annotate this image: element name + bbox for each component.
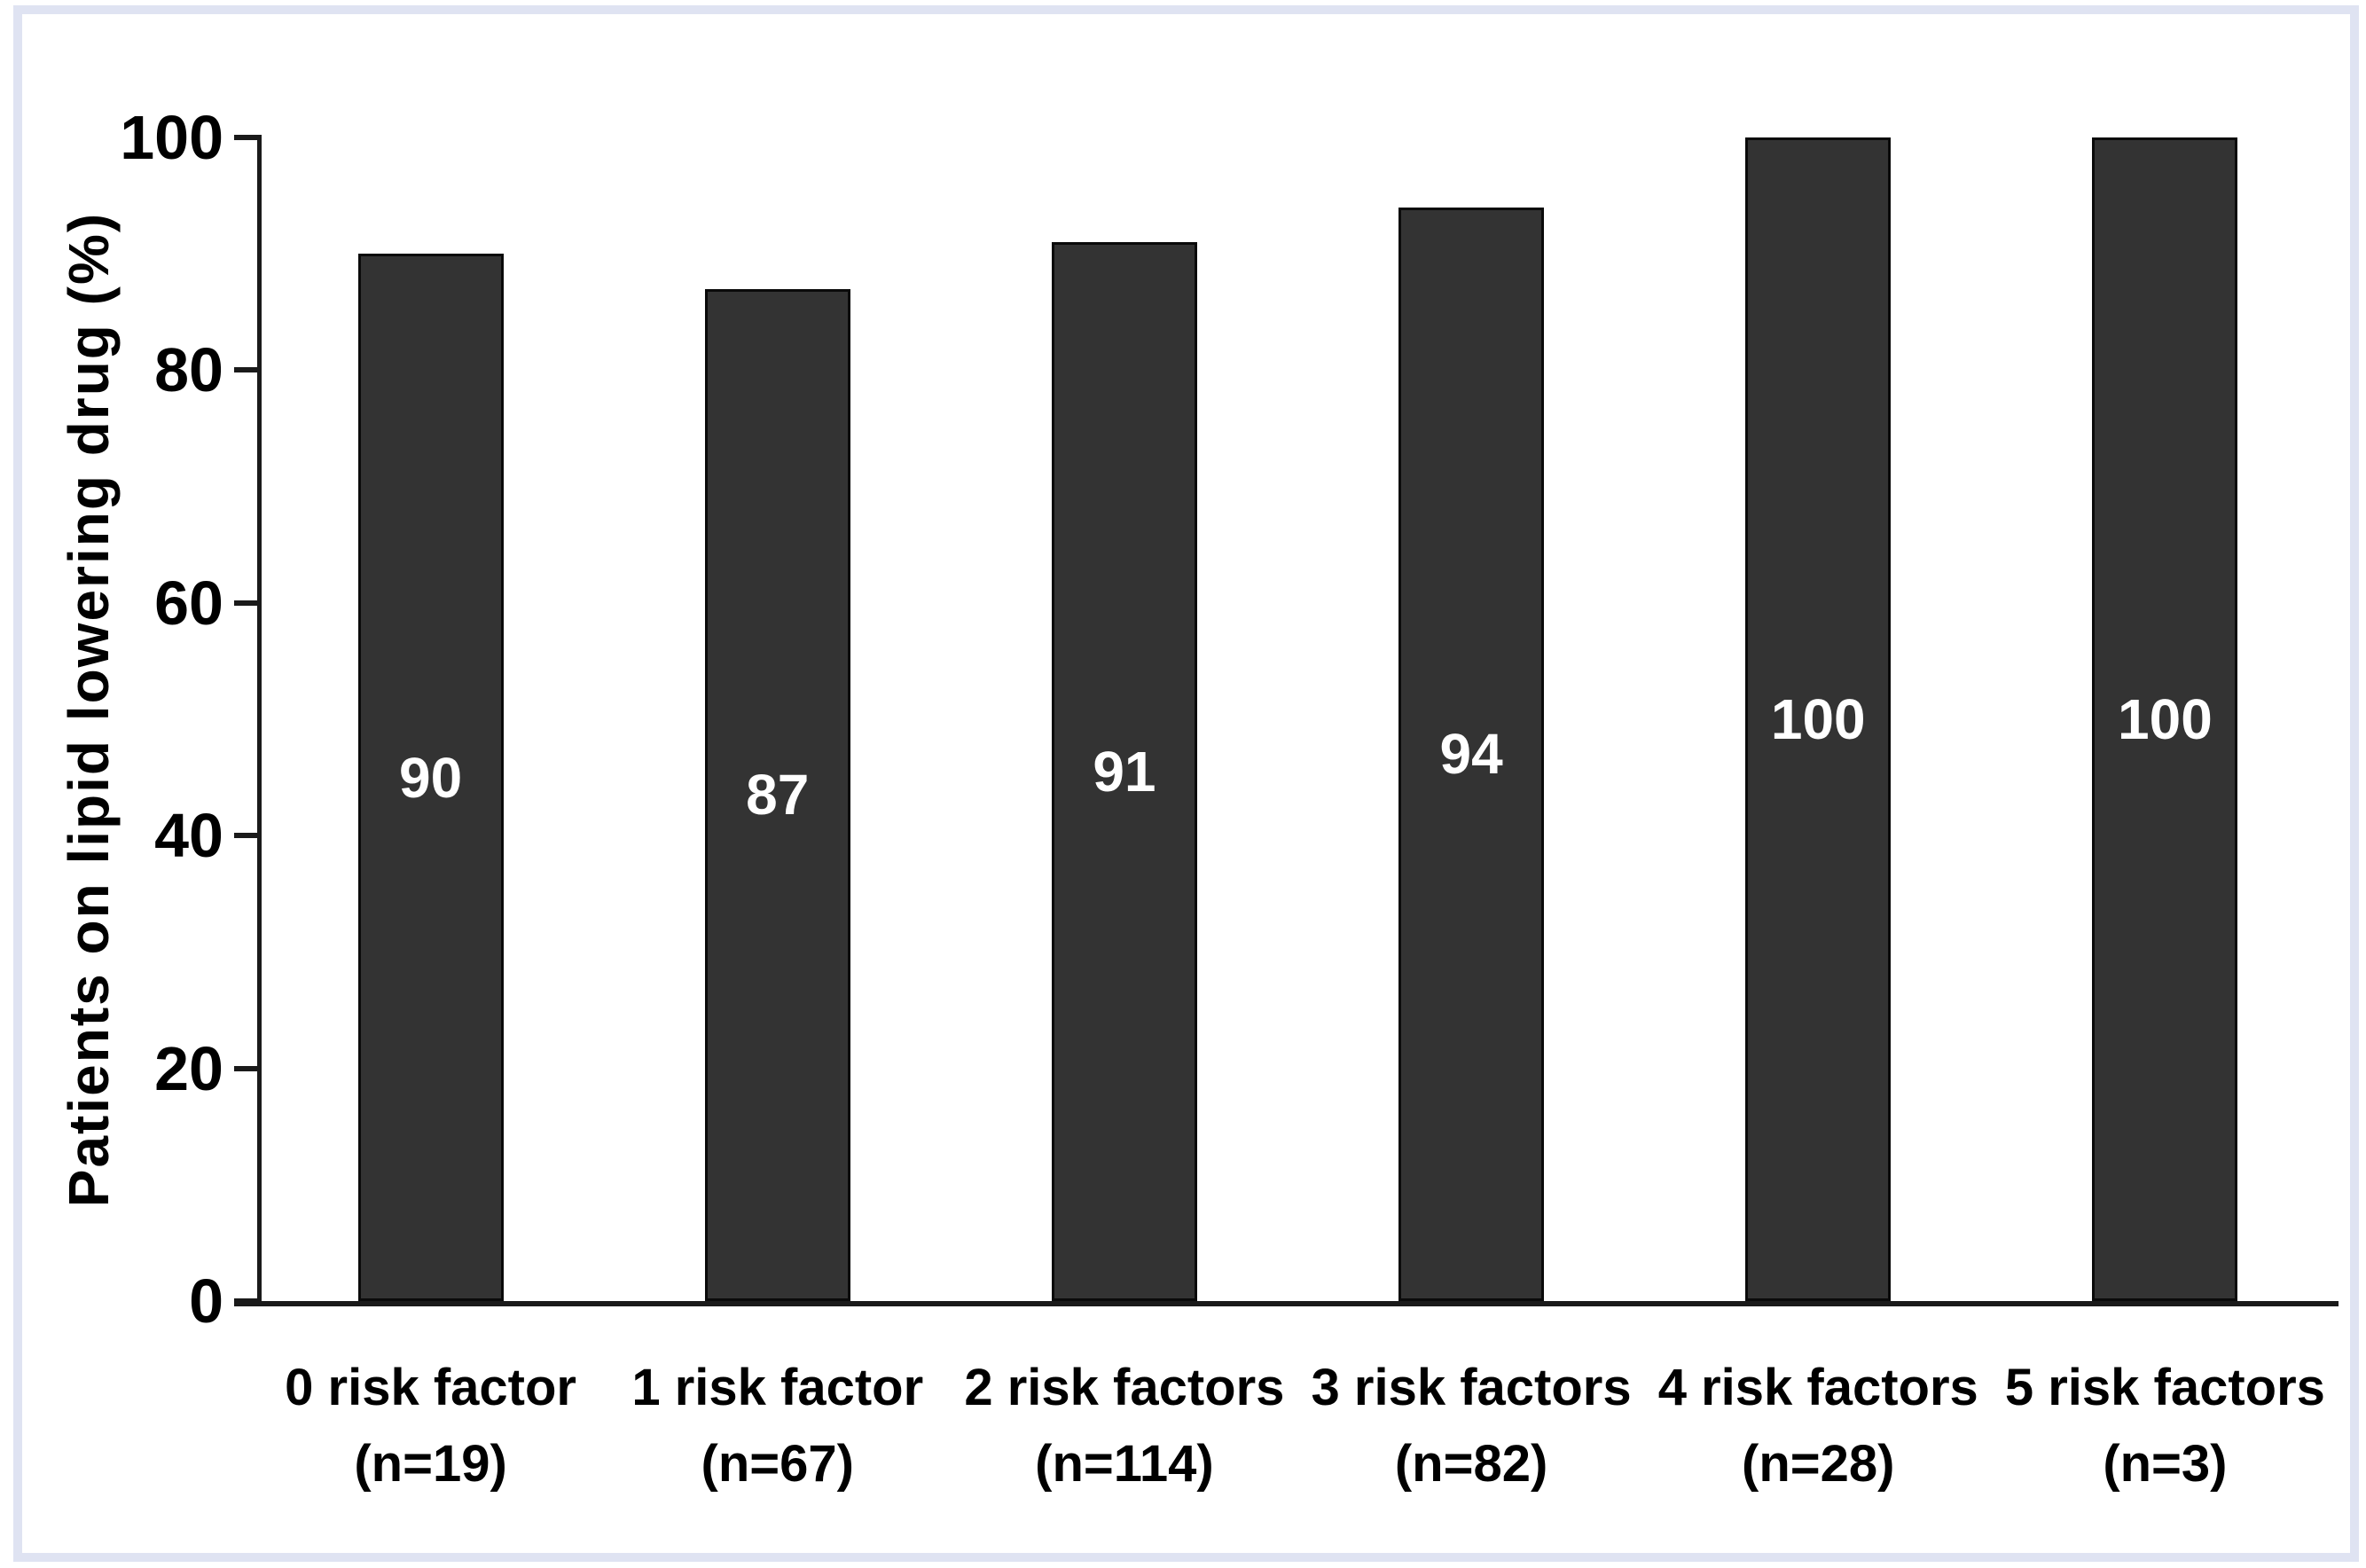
x-axis-category-label: 2 risk factors xyxy=(964,1359,1285,1416)
bar: 91 xyxy=(1051,242,1197,1301)
y-axis-tick xyxy=(234,600,257,606)
x-axis-category-label: 1 risk factor xyxy=(631,1359,924,1416)
x-axis-category-sublabel: (n=19) xyxy=(354,1435,507,1493)
x-axis-category-label: 3 risk factors xyxy=(1311,1359,1632,1416)
bar-value-label: 91 xyxy=(1093,740,1156,804)
bar: 100 xyxy=(1745,137,1892,1301)
x-axis-category-sublabel: (n=67) xyxy=(701,1435,854,1493)
bar: 87 xyxy=(704,288,850,1301)
y-axis-tick xyxy=(234,1065,257,1071)
bar: 94 xyxy=(1398,207,1545,1301)
y-axis-tick-label: 100 xyxy=(120,103,223,172)
x-axis-category-label: 5 risk factors xyxy=(2004,1359,2325,1416)
x-axis-category-sublabel: (n=28) xyxy=(1742,1435,1895,1493)
bar: 100 xyxy=(2092,137,2238,1301)
y-axis-tick-label: 60 xyxy=(154,568,223,638)
y-axis-tick xyxy=(234,135,257,140)
x-axis-category-sublabel: (n=3) xyxy=(2103,1435,2228,1493)
bar-value-label: 94 xyxy=(1439,722,1503,787)
bar: 90 xyxy=(357,254,504,1301)
x-axis-line xyxy=(234,1301,2339,1306)
bar-value-label: 100 xyxy=(2118,687,2213,751)
y-axis-line xyxy=(257,135,262,1304)
y-axis-tick xyxy=(234,833,257,839)
y-axis-tick xyxy=(234,367,257,373)
y-axis-tick-label: 80 xyxy=(154,335,223,405)
x-axis-category-sublabel: (n=82) xyxy=(1394,1435,1548,1493)
x-axis-category-sublabel: (n=114) xyxy=(1035,1435,1214,1493)
x-axis-category-label: 4 risk factors xyxy=(1657,1359,1978,1416)
bar-value-label: 90 xyxy=(398,745,463,810)
x-axis-category-label: 0 risk factor xyxy=(285,1359,576,1416)
y-axis-tick xyxy=(234,1298,257,1304)
bar-value-label: 100 xyxy=(1770,687,1866,751)
y-axis-tick-label: 0 xyxy=(189,1266,223,1336)
bar-value-label: 87 xyxy=(746,763,810,827)
y-axis-tick-label: 20 xyxy=(154,1033,223,1103)
y-axis-tick-label: 40 xyxy=(154,801,223,871)
